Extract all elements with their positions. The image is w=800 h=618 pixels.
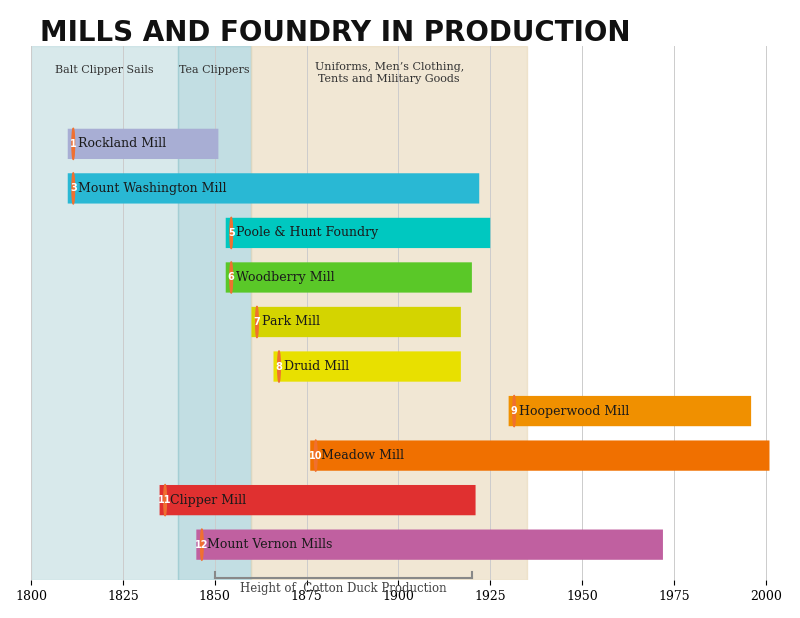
Text: 11: 11 (158, 495, 172, 505)
Bar (178, 46, 251, 580)
FancyBboxPatch shape (509, 396, 751, 426)
FancyBboxPatch shape (159, 485, 475, 515)
Text: Clipper Mill: Clipper Mill (170, 494, 246, 507)
FancyBboxPatch shape (68, 173, 479, 203)
Text: 3: 3 (70, 184, 77, 193)
FancyBboxPatch shape (226, 218, 490, 248)
Circle shape (72, 129, 74, 159)
Text: Druid Mill: Druid Mill (284, 360, 349, 373)
Bar (31, 46, 178, 580)
Text: Height of  Cotton Duck Production: Height of Cotton Duck Production (240, 582, 446, 595)
Circle shape (72, 173, 74, 204)
FancyBboxPatch shape (226, 262, 472, 292)
Text: Tea Clippers: Tea Clippers (179, 65, 250, 75)
Circle shape (314, 440, 317, 471)
FancyBboxPatch shape (68, 129, 218, 159)
Text: Mount Vernon Mills: Mount Vernon Mills (206, 538, 332, 551)
FancyBboxPatch shape (310, 441, 770, 471)
Circle shape (278, 351, 280, 382)
Text: 1: 1 (70, 139, 77, 149)
Text: MILLS AND FOUNDRY IN PRODUCTION: MILLS AND FOUNDRY IN PRODUCTION (40, 19, 630, 46)
Text: Mount Washington Mill: Mount Washington Mill (78, 182, 226, 195)
Circle shape (256, 307, 258, 337)
Circle shape (230, 218, 233, 248)
Bar (251, 46, 527, 580)
Text: 10: 10 (309, 451, 322, 460)
Text: Meadow Mill: Meadow Mill (321, 449, 403, 462)
Text: Park Mill: Park Mill (262, 316, 320, 329)
Text: Hooperwood Mill: Hooperwood Mill (519, 405, 629, 418)
Circle shape (201, 529, 203, 561)
Circle shape (513, 396, 515, 426)
Text: 7: 7 (254, 317, 260, 327)
Text: Uniforms, Men’s Clothing,
Tents and Military Goods: Uniforms, Men’s Clothing, Tents and Mili… (314, 62, 464, 84)
Text: 12: 12 (195, 540, 209, 549)
Text: Woodberry Mill: Woodberry Mill (236, 271, 334, 284)
Text: Poole & Hunt Foundry: Poole & Hunt Foundry (236, 226, 378, 239)
Circle shape (164, 485, 166, 515)
Text: Rockland Mill: Rockland Mill (78, 137, 166, 150)
Text: 9: 9 (510, 406, 518, 416)
Text: 5: 5 (228, 228, 234, 238)
Circle shape (230, 262, 233, 293)
Text: 6: 6 (228, 273, 234, 282)
FancyBboxPatch shape (196, 530, 663, 560)
Text: Balt Clipper Sails: Balt Clipper Sails (55, 65, 154, 75)
FancyBboxPatch shape (251, 307, 461, 337)
FancyBboxPatch shape (274, 352, 461, 382)
Text: 8: 8 (275, 362, 282, 371)
